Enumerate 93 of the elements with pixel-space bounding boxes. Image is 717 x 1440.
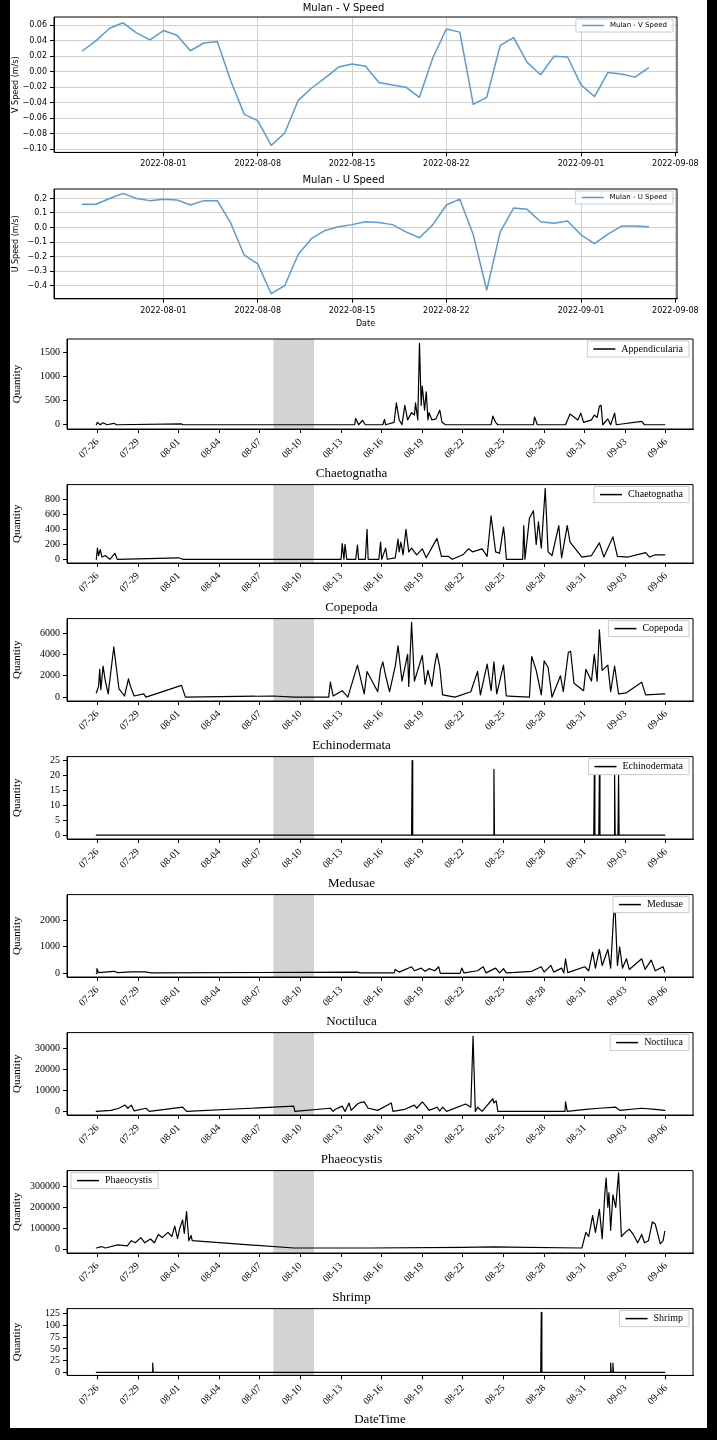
y-tick-label: −0.1 — [27, 237, 47, 247]
y-axis-title: Quantity — [10, 1322, 23, 1362]
legend-label: Echinodermata — [622, 760, 684, 772]
y-axis-title: Quantity — [10, 364, 23, 404]
y-tick-label: 125 — [45, 1307, 60, 1319]
y-axis-title: Quantity — [10, 916, 23, 956]
y-tick-label: 25 — [50, 1354, 60, 1366]
y-tick-label: 2000 — [40, 669, 60, 681]
x-tick-label: 2022-08-22 — [423, 305, 470, 315]
x-tick-label: 2022-09-01 — [557, 159, 605, 169]
y-tick-label: −0.06 — [22, 113, 47, 123]
y-tick-label: 300000 — [30, 1180, 60, 1192]
y-tick-label: 0 — [55, 1105, 60, 1117]
y-tick-label: 20000 — [35, 1062, 60, 1074]
y-tick-label: 1500 — [40, 345, 60, 357]
x-axis-title: DateTime — [354, 1410, 406, 1426]
y-tick-label: 200000 — [30, 1200, 60, 1212]
y-axis-title: Quantity — [10, 504, 23, 544]
y-tick-label: 4000 — [40, 648, 60, 660]
legend-label: Medusae — [646, 898, 684, 910]
y-tick-label: −0.02 — [22, 82, 47, 92]
legend-label: Copepoda — [642, 622, 684, 634]
y-tick-label: 0.02 — [29, 51, 47, 61]
y-tick-label: 0.1 — [34, 208, 47, 218]
y-tick-label: 800 — [45, 493, 60, 505]
y-tick-label: 0 — [55, 967, 60, 979]
y-tick-label: −0.3 — [27, 266, 47, 276]
y-tick-label: 0.2 — [34, 193, 47, 203]
x-tick-label: 2022-08-08 — [234, 159, 281, 169]
y-tick-label: 2000 — [40, 913, 60, 925]
y-tick-label: 400 — [45, 523, 60, 535]
y-tick-label: 200 — [45, 537, 60, 549]
y-axis-title: Quantity — [10, 1192, 23, 1232]
y-tick-label: 0 — [55, 1242, 60, 1254]
y-tick-label: 50 — [50, 1342, 60, 1354]
chart-title: Echinodermata — [312, 737, 392, 753]
y-tick-label: 1000 — [40, 940, 60, 952]
y-tick-label: 10000 — [35, 1083, 60, 1095]
chart-title: Mulan - U Speed — [302, 173, 385, 185]
y-tick-label: 100 — [45, 1319, 60, 1331]
y-tick-label: 75 — [50, 1330, 60, 1342]
legend-label: Appendicularia — [621, 342, 684, 354]
legend-label: Phaeocystis — [105, 1174, 153, 1186]
y-axis-title: Quantity — [10, 640, 23, 680]
y-tick-label: 25 — [50, 754, 60, 766]
y-tick-label: 0.00 — [29, 66, 47, 76]
y-tick-label: 5 — [55, 813, 60, 825]
chart-title: Noctiluca — [326, 1013, 377, 1029]
y-tick-label: 500 — [45, 394, 60, 406]
chart-title: Phaeocystis — [320, 1151, 383, 1167]
y-tick-label: 0 — [55, 418, 60, 430]
x-tick-label: 2022-08-01 — [140, 305, 187, 315]
x-tick-label: 2022-08-22 — [423, 159, 470, 169]
legend-label: Noctiluca — [644, 1036, 684, 1048]
y-tick-label: 0 — [55, 690, 60, 702]
y-tick-label: 0.0 — [34, 222, 47, 232]
x-tick-label: 2022-08-08 — [234, 305, 281, 315]
y-axis-title: Quantity — [10, 778, 23, 818]
x-tick-label: 2022-08-15 — [328, 305, 376, 315]
chart-title: Mulan - V Speed — [302, 1, 385, 13]
y-tick-label: 30000 — [35, 1041, 60, 1053]
y-tick-label: −0.04 — [22, 97, 47, 107]
y-tick-label: −0.10 — [22, 144, 47, 154]
y-tick-label: 600 — [45, 508, 60, 520]
y-tick-label: 0.04 — [29, 35, 47, 45]
x-axis-title: Date — [355, 319, 376, 329]
x-tick-label: 2022-08-15 — [328, 159, 376, 169]
chart-title: Chaetognatha — [315, 465, 388, 481]
x-tick-label: 2022-09-01 — [557, 305, 605, 315]
legend-label: Shrimp — [653, 1312, 683, 1324]
y-tick-label: 0 — [55, 828, 60, 840]
y-tick-label: 100000 — [30, 1221, 60, 1233]
y-tick-label: −0.2 — [27, 251, 47, 261]
y-tick-label: 20 — [50, 769, 60, 781]
x-tick-label: 2022-08-01 — [140, 159, 187, 169]
y-tick-label: 0.06 — [29, 20, 47, 30]
x-tick-label: 2022-09-08 — [652, 305, 699, 315]
chart-title: Shrimp — [332, 1289, 371, 1305]
x-tick-label: 2022-09-08 — [652, 159, 699, 169]
chart-title: Medusae — [328, 875, 376, 891]
y-axis-title: U Speed (m/s) — [10, 215, 20, 273]
y-tick-label: −0.08 — [22, 128, 47, 138]
y-tick-label: 0 — [55, 1365, 60, 1377]
chart-title: Copepoda — [325, 599, 379, 615]
legend-label: Chaetognatha — [628, 488, 684, 500]
y-tick-label: 6000 — [40, 626, 60, 638]
y-tick-label: 1000 — [40, 369, 60, 381]
y-tick-label: 15 — [50, 783, 60, 795]
y-tick-label: 10 — [50, 798, 60, 810]
y-tick-label: 0 — [55, 552, 60, 564]
y-axis-title: V Speed (m/s) — [10, 56, 20, 113]
y-axis-title: Quantity — [10, 1054, 23, 1094]
y-tick-label: −0.4 — [27, 280, 47, 290]
